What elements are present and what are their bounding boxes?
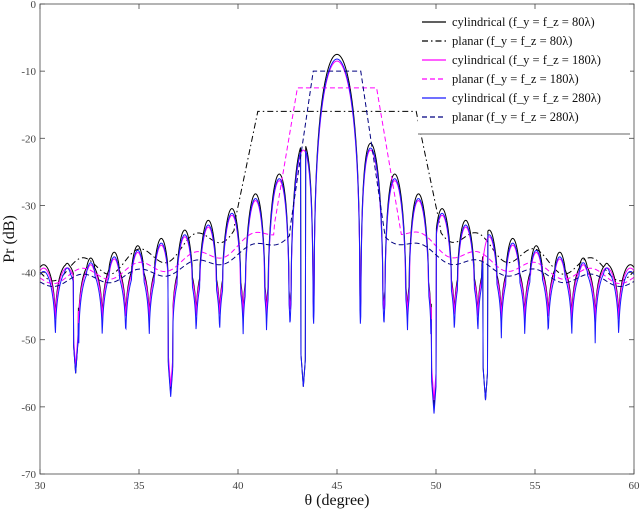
y-axis-title: Pr (dB) <box>1 215 18 263</box>
y-tick-label: 0 <box>31 0 37 11</box>
legend-label: planar (f_y = f_z = 80λ) <box>452 34 572 48</box>
series-line-5 <box>39 58 635 414</box>
x-tick-label: 40 <box>233 480 245 492</box>
legend-label: planar (f_y = f_z = 180λ) <box>452 72 579 86</box>
y-tick-label: -50 <box>21 335 36 347</box>
x-tick-label: 50 <box>431 480 443 492</box>
series-line-6 <box>39 70 635 288</box>
series-line-2 <box>39 110 635 282</box>
series-line-4 <box>39 87 635 285</box>
y-tick-label: -20 <box>21 133 36 145</box>
series-line-1 <box>39 53 635 407</box>
series-layer <box>39 53 635 414</box>
x-tick-label: 55 <box>530 480 542 492</box>
y-tick-label: -40 <box>21 268 36 280</box>
x-tick-label: 35 <box>134 480 146 492</box>
y-tick-label: -30 <box>21 200 36 212</box>
x-tick-label: 60 <box>629 480 640 492</box>
legend-label: cylindrical (f_y = f_z = 280λ) <box>452 91 601 105</box>
legend-label: planar (f_y = f_z = 280λ) <box>452 110 579 124</box>
y-tick-label: -60 <box>21 402 36 414</box>
legend-label: cylindrical (f_y = f_z = 180λ) <box>452 53 601 67</box>
legend: cylindrical (f_y = f_z = 80λ) planar (f_y… <box>418 12 630 135</box>
x-tick-label: 30 <box>35 480 47 492</box>
y-tick-label: -10 <box>21 66 36 78</box>
x-tick-label: 45 <box>332 480 344 492</box>
legend-box <box>418 12 630 134</box>
ticks-layer: 30 35 40 45 50 55 60 0 -10 -20 -30 -40 -50 -60 -70 <box>21 0 640 492</box>
legend-label: cylindrical (f_y = f_z = 80λ) <box>452 15 595 29</box>
x-axis-title: θ (degree) <box>305 492 370 509</box>
series-line-3 <box>39 60 635 401</box>
y-tick-label: -70 <box>21 469 36 481</box>
